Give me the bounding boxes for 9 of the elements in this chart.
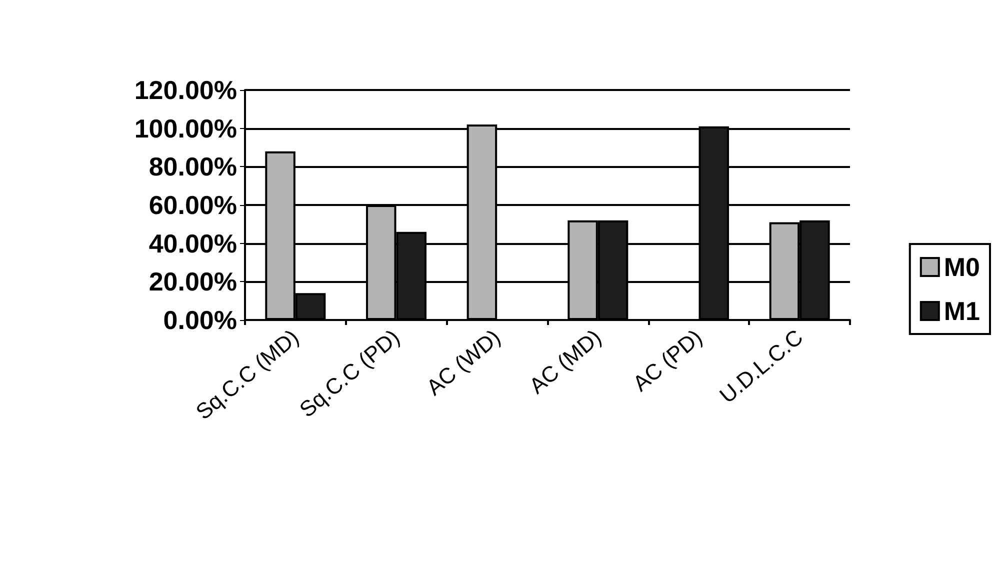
legend-label: M0	[944, 252, 980, 282]
y-tick-label: 120.00%	[134, 75, 237, 105]
legend-label: M1	[944, 296, 980, 326]
y-tick-label: 40.00%	[148, 228, 237, 258]
y-tick-label: 80.00%	[148, 152, 237, 182]
y-tick-label: 20.00%	[148, 266, 237, 297]
y-tick-label: 60.00%	[148, 190, 237, 220]
y-tick-label: 0.00%	[163, 305, 237, 335]
y-tick-label: 100.00%	[134, 113, 237, 144]
